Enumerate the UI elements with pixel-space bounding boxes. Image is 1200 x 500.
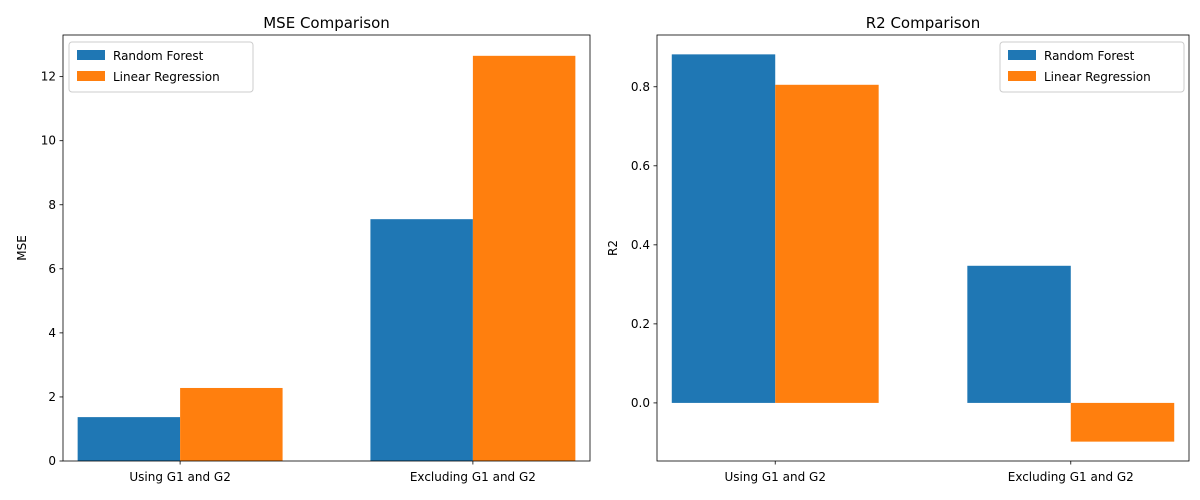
y-tick-label: 8 — [48, 198, 56, 212]
y-axis-label: R2 — [606, 240, 620, 256]
bar-linear-regression-using-g1-and-g2 — [180, 387, 283, 461]
legend: Random Forest Linear Regression — [68, 41, 254, 93]
x-tick-label: Excluding G1 and G2 — [410, 470, 536, 484]
legend-box — [999, 41, 1185, 93]
y-tick-label: 12 — [41, 70, 56, 84]
legend-label-linear-regression: Linear Regression — [1044, 70, 1151, 84]
y-tick-label: 2 — [48, 390, 56, 404]
legend-label-random-forest: Random Forest — [1044, 49, 1135, 63]
x-tick-label: Using G1 and G2 — [724, 470, 825, 484]
y-tick-label: 6 — [48, 262, 56, 276]
axes-frame — [656, 34, 1190, 462]
x-tick-label: Using G1 and G2 — [129, 470, 230, 484]
chart-title: MSE Comparison — [263, 14, 390, 32]
y-tick-label: 0.6 — [631, 159, 650, 173]
x-tick-label: Excluding G1 and G2 — [1008, 470, 1134, 484]
y-axis-label: MSE — [15, 235, 29, 261]
legend: Random Forest Linear Regression — [999, 41, 1185, 93]
bar-random-forest-using-g1-and-g2 — [671, 54, 776, 403]
y-tick-label: 0 — [48, 454, 56, 468]
r2-comparison-chart: R2 Comparison R2 0.0 0.2 0.4 0.6 0.8 Using G1 a… — [606, 14, 1190, 484]
legend-label-random-forest: Random Forest — [113, 49, 204, 63]
axes-frame — [62, 34, 591, 462]
legend-label-linear-regression: Linear Regression — [113, 70, 220, 84]
y-tick-label: 4 — [48, 326, 56, 340]
legend-swatch-linear-regression — [1008, 71, 1036, 81]
legend-swatch-linear-regression — [77, 71, 105, 81]
legend-swatch-random-forest — [77, 50, 105, 60]
y-tick-label: 0.2 — [631, 317, 650, 331]
y-tick-label: 0.0 — [631, 396, 650, 410]
bar-random-forest-excluding-g1-and-g2 — [370, 219, 473, 461]
bar-random-forest-excluding-g1-and-g2 — [967, 265, 1071, 403]
bar-linear-regression-excluding-g1-and-g2 — [1070, 402, 1175, 442]
y-tick-label: 0.8 — [631, 80, 650, 94]
mse-comparison-chart: MSE Comparison MSE 0 2 4 6 8 10 12 Using G1 and G… — [15, 14, 591, 484]
legend-box — [68, 41, 254, 93]
bar-linear-regression-using-g1-and-g2 — [775, 84, 879, 403]
chart-title: R2 Comparison — [866, 14, 981, 32]
bar-linear-regression-excluding-g1-and-g2 — [472, 55, 576, 461]
y-tick-label: 0.4 — [631, 238, 650, 252]
legend-swatch-random-forest — [1008, 50, 1036, 60]
bar-random-forest-using-g1-and-g2 — [77, 417, 181, 461]
y-tick-label: 10 — [41, 134, 56, 148]
